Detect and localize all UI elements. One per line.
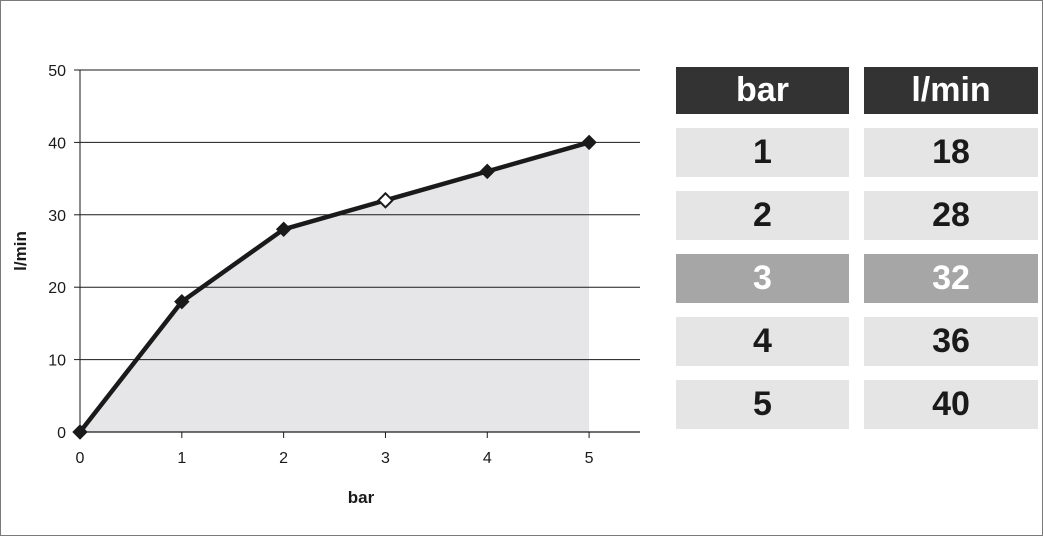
table-cell-bar-2: 2 xyxy=(676,191,849,240)
table-header-flow: l/min xyxy=(864,67,1038,114)
y-axis-label: l/min xyxy=(11,231,30,271)
table-cell-flow-1: 18 xyxy=(864,128,1038,177)
table-cell-bar-5: 5 xyxy=(676,380,849,429)
x-tick-label-1: 1 xyxy=(177,450,186,467)
table-cell-flow-3: 32 xyxy=(864,254,1038,303)
data-point-0 xyxy=(72,424,88,440)
x-axis-label: bar xyxy=(348,488,375,507)
x-tick-label-0: 0 xyxy=(76,450,85,467)
table-cell-bar-1: 1 xyxy=(676,128,849,177)
y-tick-label-0: 0 xyxy=(57,425,66,442)
series-line xyxy=(77,140,592,435)
data-point-1 xyxy=(174,293,190,310)
x-tick-label-5: 5 xyxy=(585,450,594,467)
data-point-4 xyxy=(479,163,495,180)
table-cell-bar-4: 4 xyxy=(676,317,849,366)
data-table: bar l/min 1 18 2 28 3 32 4 36 5 40 xyxy=(676,67,1038,429)
table-cell-flow-5: 40 xyxy=(864,380,1038,429)
y-tick-label-50: 50 xyxy=(48,63,66,80)
y-tick-label-10: 10 xyxy=(48,353,66,370)
table-header-bar: bar xyxy=(676,67,849,114)
table-cell-flow-2: 28 xyxy=(864,191,1038,240)
y-tick-label-30: 30 xyxy=(48,208,66,225)
data-point-2 xyxy=(275,221,292,237)
data-point-5 xyxy=(581,134,597,151)
x-tick-label-3: 3 xyxy=(381,450,390,467)
x-tick-label-2: 2 xyxy=(279,450,288,467)
table-cell-flow-4: 36 xyxy=(864,317,1038,366)
y-tick-label-20: 20 xyxy=(48,280,66,297)
x-tick-label-4: 4 xyxy=(483,450,492,467)
y-tick-label-40: 40 xyxy=(48,135,66,152)
table-cell-bar-3: 3 xyxy=(676,254,849,303)
data-point-3 xyxy=(377,191,394,209)
